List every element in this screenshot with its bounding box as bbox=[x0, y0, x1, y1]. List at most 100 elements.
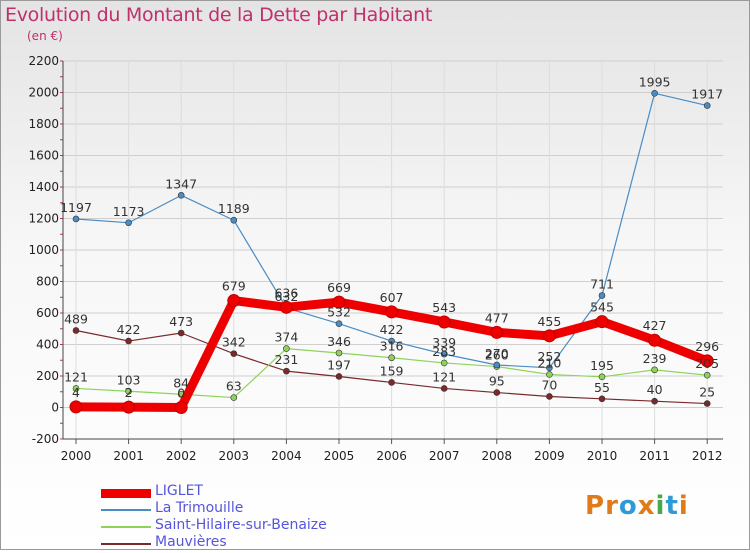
data-point-saint-hilaire-sur-benaize bbox=[440, 359, 448, 367]
data-point-liglet bbox=[648, 333, 662, 347]
data-label-mauvieres: 40 bbox=[647, 382, 663, 397]
data-label-liglet: 427 bbox=[643, 318, 667, 333]
data-label-mauvieres: 55 bbox=[594, 380, 610, 395]
y-tick-label: 0 bbox=[51, 401, 59, 415]
data-label-liglet: 669 bbox=[327, 280, 351, 295]
chart-subtitle: (en €) bbox=[27, 29, 63, 43]
data-point-saint-hilaire-sur-benaize bbox=[388, 354, 395, 362]
data-label-liglet: 2 bbox=[125, 385, 133, 400]
data-label-mauvieres: 473 bbox=[169, 314, 193, 329]
data-label-mauvieres: 159 bbox=[380, 363, 404, 378]
data-label-la-trimouille: 339 bbox=[432, 335, 456, 350]
data-label-saint-hilaire-sur-benaize: 260 bbox=[485, 348, 509, 363]
data-point-mauvieres bbox=[335, 373, 343, 380]
x-tick-label: 2006 bbox=[376, 449, 407, 463]
data-point-liglet bbox=[279, 300, 293, 314]
x-tick-label: 2011 bbox=[639, 449, 670, 463]
data-point-mauvieres bbox=[283, 367, 290, 375]
data-label-saint-hilaire-sur-benaize: 283 bbox=[432, 344, 456, 359]
logo-letter: i bbox=[678, 491, 689, 521]
x-tick-label: 2003 bbox=[219, 449, 250, 463]
data-label-saint-hilaire-sur-benaize: 195 bbox=[590, 358, 614, 373]
data-label-saint-hilaire-sur-benaize: 103 bbox=[117, 372, 141, 387]
data-point-la-trimouille bbox=[230, 216, 238, 224]
legend-label: Saint-Hilaire-sur-Benaize bbox=[155, 517, 327, 533]
data-point-la-trimouille bbox=[651, 89, 658, 97]
data-point-la-trimouille bbox=[177, 192, 185, 199]
legend-label: La Trimouille bbox=[155, 500, 244, 516]
logo-letter: x bbox=[637, 491, 656, 521]
data-label-mauvieres: 70 bbox=[541, 377, 557, 392]
data-label-mauvieres: 231 bbox=[274, 352, 298, 367]
data-point-mauvieres bbox=[546, 393, 553, 400]
data-point-la-trimouille bbox=[72, 215, 80, 223]
data-point-saint-hilaire-sur-benaize bbox=[598, 373, 606, 381]
data-label-la-trimouille: 1197 bbox=[60, 200, 92, 215]
data-point-liglet bbox=[490, 325, 504, 339]
data-point-liglet bbox=[700, 354, 714, 368]
data-label-saint-hilaire-sur-benaize: 63 bbox=[226, 379, 242, 394]
data-label-saint-hilaire-sur-benaize: 346 bbox=[327, 334, 351, 349]
data-label-mauvieres: 121 bbox=[432, 369, 456, 384]
data-label-saint-hilaire-sur-benaize: 121 bbox=[64, 369, 88, 384]
data-point-la-trimouille bbox=[125, 219, 132, 227]
data-label-mauvieres: 342 bbox=[222, 335, 246, 350]
data-label-la-trimouille: 1347 bbox=[165, 176, 197, 191]
data-label-saint-hilaire-sur-benaize: 205 bbox=[695, 356, 719, 371]
logo-letter: r bbox=[605, 491, 619, 521]
data-label-mauvieres: 197 bbox=[327, 357, 351, 372]
data-label-saint-hilaire-sur-benaize: 84 bbox=[173, 375, 189, 390]
data-label-liglet: 636 bbox=[274, 285, 298, 300]
data-point-mauvieres bbox=[72, 327, 80, 334]
y-tick-label: 1800 bbox=[28, 117, 59, 131]
data-label-la-trimouille: 270 bbox=[485, 346, 509, 361]
data-label-liglet: 455 bbox=[537, 314, 561, 329]
data-point-mauvieres bbox=[651, 397, 658, 405]
chart-title: Evolution du Montant de la Dette par Hab… bbox=[5, 4, 433, 26]
legend-swatch bbox=[101, 488, 151, 498]
data-label-liglet: 296 bbox=[695, 339, 719, 354]
data-label-la-trimouille: 1917 bbox=[691, 87, 723, 102]
data-point-liglet bbox=[437, 315, 451, 329]
legend-swatch bbox=[101, 543, 151, 545]
data-point-saint-hilaire-sur-benaize bbox=[283, 345, 290, 352]
data-label-la-trimouille: 1995 bbox=[639, 74, 671, 89]
data-label-la-trimouille: 252 bbox=[537, 349, 561, 364]
data-point-la-trimouille bbox=[598, 292, 606, 299]
data-label-mauvieres: 25 bbox=[699, 385, 715, 400]
x-tick-label: 2005 bbox=[324, 449, 355, 463]
y-tick-label: 600 bbox=[36, 306, 59, 320]
data-point-mauvieres bbox=[703, 400, 711, 407]
data-point-saint-hilaire-sur-benaize bbox=[703, 371, 711, 379]
y-tick-label: 2200 bbox=[28, 54, 59, 68]
data-label-la-trimouille: 422 bbox=[380, 322, 404, 337]
data-label-liglet: 545 bbox=[590, 300, 614, 315]
data-point-la-trimouille bbox=[388, 337, 395, 345]
data-point-mauvieres bbox=[125, 337, 132, 345]
data-point-saint-hilaire-sur-benaize bbox=[72, 385, 80, 392]
data-point-liglet bbox=[122, 400, 136, 414]
data-point-saint-hilaire-sur-benaize bbox=[546, 371, 553, 378]
x-tick-label: 2012 bbox=[692, 449, 723, 463]
logo-letter: i bbox=[655, 491, 666, 521]
x-tick-label: 2009 bbox=[534, 449, 565, 463]
data-point-liglet bbox=[542, 329, 556, 343]
logo-letter: o bbox=[618, 491, 638, 521]
y-tick-label: 1200 bbox=[28, 212, 59, 226]
y-tick-label: -200 bbox=[32, 432, 59, 446]
data-point-saint-hilaire-sur-benaize bbox=[335, 349, 343, 357]
x-tick-label: 2008 bbox=[482, 449, 513, 463]
x-tick-label: 2004 bbox=[271, 449, 302, 463]
data-point-saint-hilaire-sur-benaize bbox=[125, 387, 132, 395]
data-label-mauvieres: 422 bbox=[117, 322, 141, 337]
data-point-mauvieres bbox=[598, 395, 606, 403]
y-tick-label: 1400 bbox=[28, 180, 59, 194]
data-point-la-trimouille bbox=[546, 364, 553, 372]
grid-lines bbox=[63, 60, 723, 440]
data-label-liglet: 679 bbox=[222, 279, 246, 294]
data-label-la-trimouille: 1189 bbox=[218, 201, 250, 216]
data-point-liglet bbox=[332, 295, 346, 309]
y-tick-label: 2000 bbox=[28, 86, 59, 100]
